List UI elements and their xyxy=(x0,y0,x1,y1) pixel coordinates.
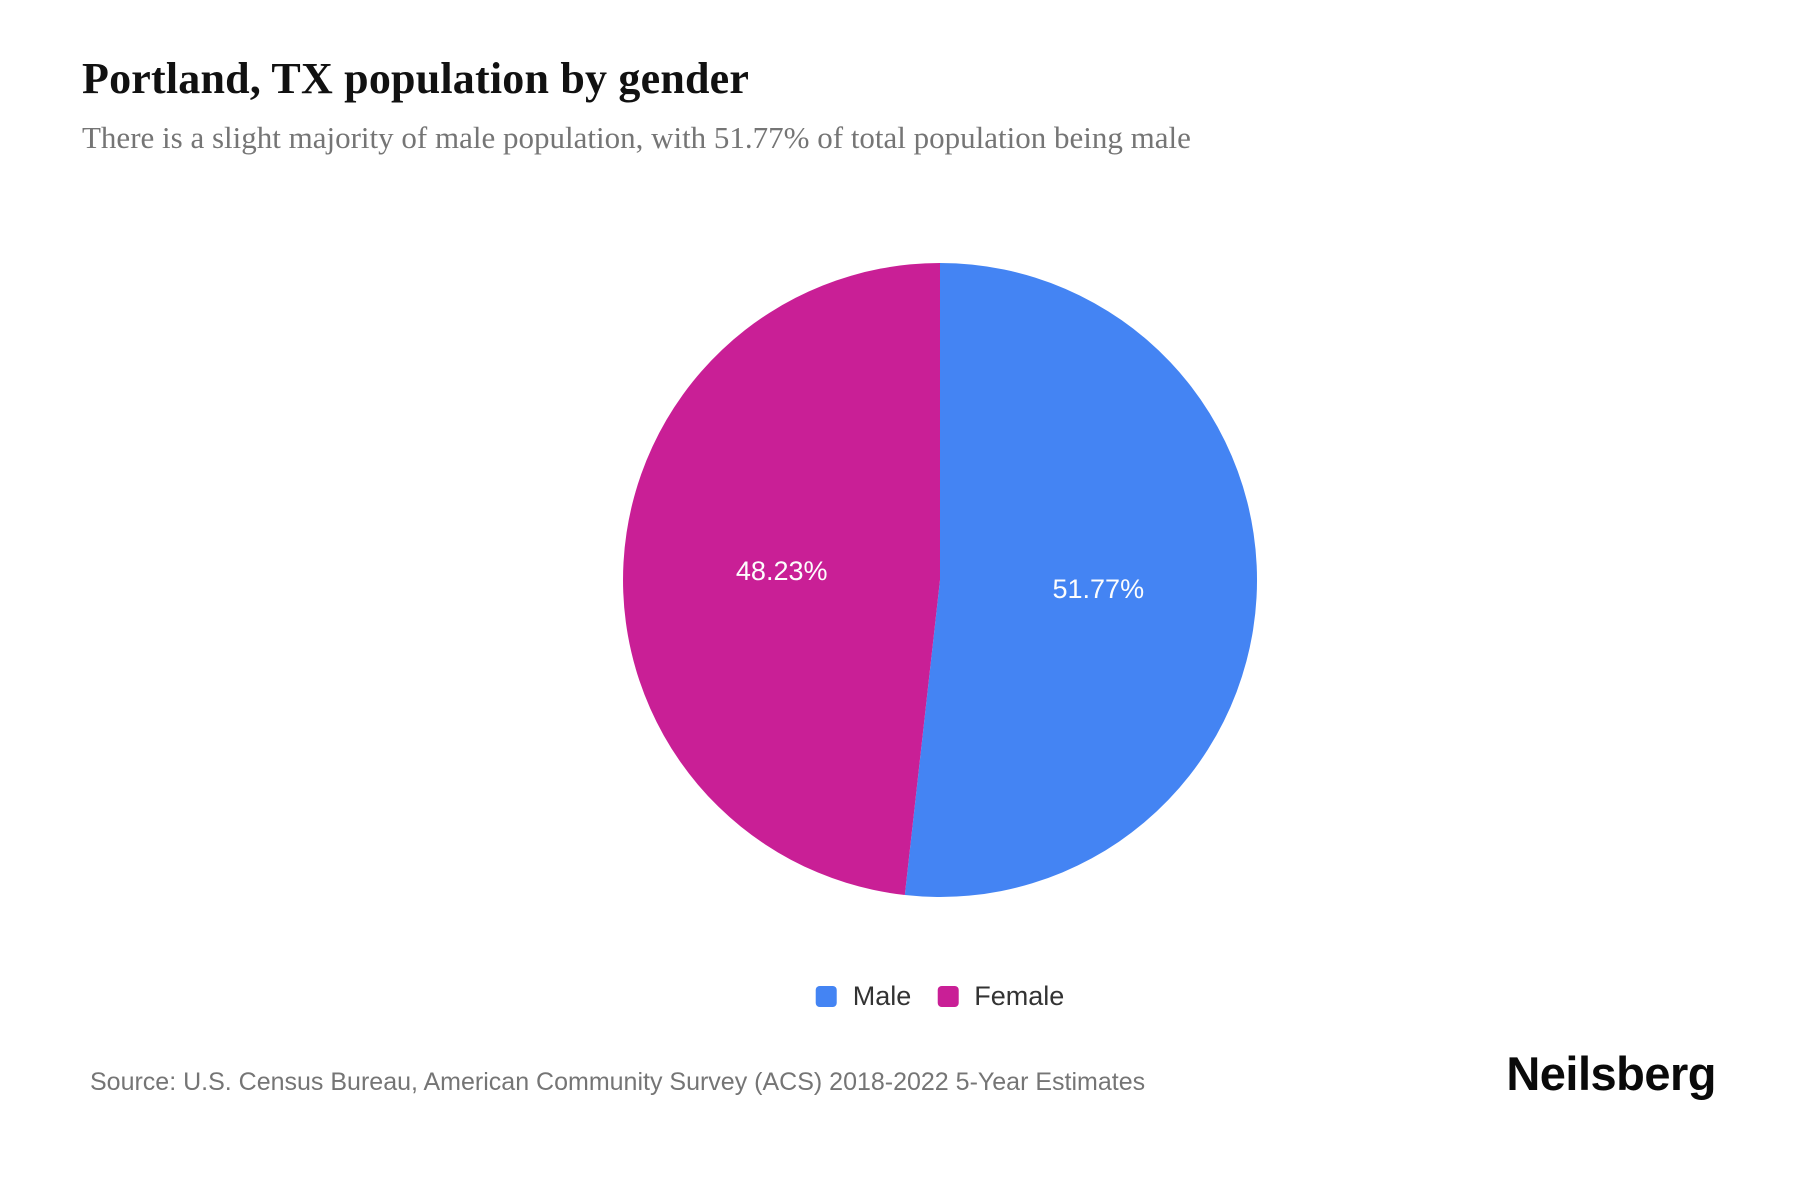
legend-swatch-male xyxy=(815,986,837,1007)
chart-title: Portland, TX population by gender xyxy=(82,54,750,103)
pie-label-male: 51.77% xyxy=(1053,574,1145,604)
legend-label-male: Male xyxy=(852,981,912,1011)
source-text: Source: U.S. Census Bureau, American Com… xyxy=(90,1068,1146,1096)
pie-slice-male[interactable] xyxy=(904,263,1258,897)
legend-swatch-female xyxy=(937,986,959,1007)
legend-item-male[interactable]: Male xyxy=(815,981,912,1012)
legend-label-female: Female xyxy=(974,981,1065,1011)
chart-subtitle: There is a slight majority of male popul… xyxy=(82,120,1191,155)
brand-logo: Neilsberg xyxy=(1506,1047,1716,1100)
chart-legend: Male Female xyxy=(815,981,1064,1012)
legend-item-female[interactable]: Female xyxy=(937,981,1064,1012)
pie-slice-female[interactable] xyxy=(623,263,940,896)
pie-label-female: 48.23% xyxy=(736,556,828,586)
